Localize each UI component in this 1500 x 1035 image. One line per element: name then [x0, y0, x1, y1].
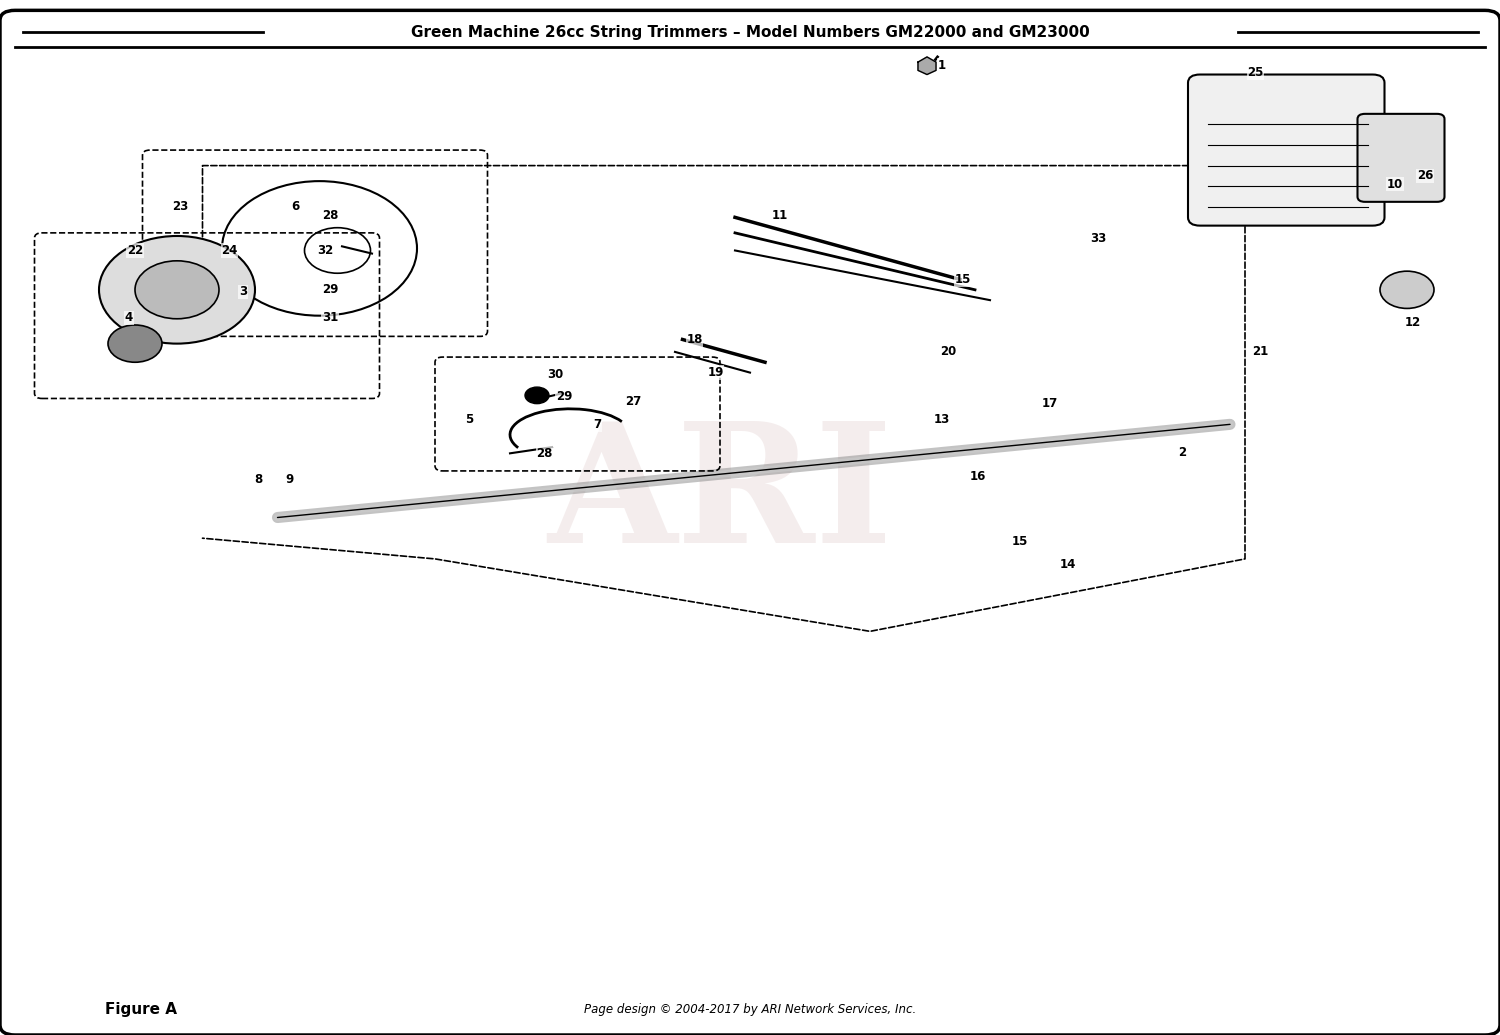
Text: 16: 16 [970, 470, 986, 482]
Circle shape [525, 387, 549, 404]
Circle shape [108, 325, 162, 362]
Circle shape [135, 261, 219, 319]
Text: 21: 21 [1252, 346, 1268, 358]
FancyBboxPatch shape [1188, 75, 1384, 226]
Text: 15: 15 [956, 273, 970, 286]
Text: 18: 18 [687, 333, 702, 346]
Text: Figure A: Figure A [105, 1002, 177, 1016]
Text: 2: 2 [1178, 446, 1186, 459]
Text: 14: 14 [1060, 558, 1076, 570]
Text: 29: 29 [556, 390, 572, 403]
Text: Page design © 2004-2017 by ARI Network Services, Inc.: Page design © 2004-2017 by ARI Network S… [584, 1003, 916, 1015]
Text: Green Machine 26cc String Trimmers – Model Numbers GM22000 and GM23000: Green Machine 26cc String Trimmers – Mod… [411, 25, 1089, 39]
Circle shape [1380, 271, 1434, 308]
Text: 12: 12 [1406, 317, 1420, 329]
Text: 4: 4 [124, 312, 134, 324]
Text: 32: 32 [318, 244, 333, 257]
Text: 15: 15 [1013, 535, 1028, 548]
Text: ARI: ARI [548, 416, 892, 578]
Text: 11: 11 [772, 209, 788, 221]
Text: 8: 8 [254, 473, 262, 485]
Circle shape [99, 236, 255, 344]
Text: 9: 9 [285, 473, 294, 485]
Text: 31: 31 [322, 312, 338, 324]
FancyBboxPatch shape [0, 10, 1500, 1035]
Text: 28: 28 [322, 209, 338, 221]
Polygon shape [918, 57, 936, 75]
Text: 30: 30 [548, 368, 562, 381]
Text: 25: 25 [1248, 66, 1263, 79]
Text: 13: 13 [934, 413, 950, 425]
Text: 27: 27 [626, 395, 640, 408]
Text: 23: 23 [172, 201, 188, 213]
FancyBboxPatch shape [1358, 114, 1444, 202]
Text: 1: 1 [938, 59, 946, 71]
Text: 22: 22 [128, 244, 142, 257]
Text: 28: 28 [537, 447, 552, 460]
Text: 7: 7 [592, 418, 602, 431]
Text: 19: 19 [708, 366, 723, 379]
Text: 6: 6 [291, 201, 300, 213]
Text: 10: 10 [1388, 178, 1402, 190]
Text: 24: 24 [222, 244, 237, 257]
Text: 33: 33 [1090, 232, 1106, 244]
Text: 17: 17 [1042, 397, 1058, 410]
Text: 26: 26 [1418, 170, 1432, 182]
Text: 29: 29 [322, 284, 338, 296]
Text: 3: 3 [238, 286, 248, 298]
Text: 20: 20 [940, 346, 956, 358]
Text: 5: 5 [465, 413, 474, 425]
